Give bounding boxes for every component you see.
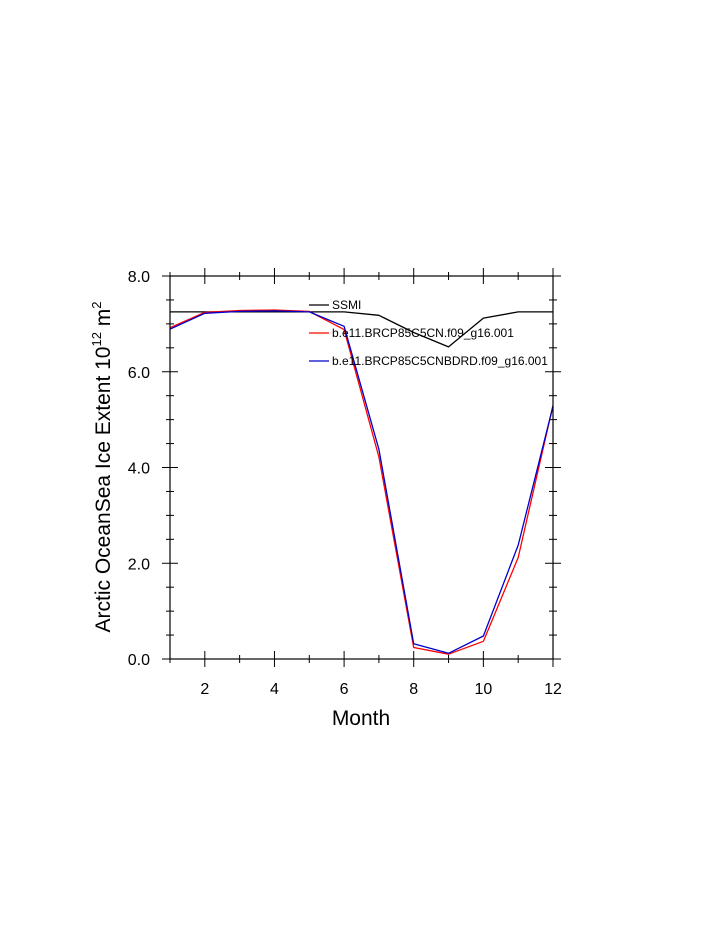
x-tick-label: 6	[340, 681, 349, 698]
legend-label-3: b.e11.BRCP85C5CNBDRD.f09_g16.001	[332, 354, 548, 368]
y-axis-title-exp1: 12	[89, 332, 104, 346]
y-axis-title: Arctic OceanSea Ice Extent 1012 m2	[89, 301, 115, 632]
y-axis-title-unit: m	[92, 309, 115, 332]
y-tick-label: 8.0	[128, 269, 150, 286]
legend-label-2: b.e11.BRCP85C5CN.f09_g16.001	[332, 326, 514, 340]
y-axis-title-exp2: 2	[89, 301, 104, 308]
legend: SSMI b.e11.BRCP85C5CN.f09_g16.001 b.e11.BR…	[309, 298, 548, 368]
series-line-2	[169, 309, 554, 655]
x-tick-label: 10	[474, 681, 492, 698]
y-tick-label: 0.0	[128, 652, 150, 669]
tick-labels: 2 4 6 8 10 12 0.0 2.0 4.0 6.0 8.0	[128, 269, 562, 698]
plot-frame	[169, 275, 554, 660]
y-tick-label: 6.0	[128, 365, 150, 382]
y-tick-label: 2.0	[128, 556, 150, 573]
x-axis-title: Month	[332, 707, 390, 730]
x-tick-label: 2	[200, 681, 209, 698]
x-tick-label: 8	[409, 681, 418, 698]
series-lines	[169, 309, 554, 655]
y-tick-label: 4.0	[128, 461, 150, 478]
x-tick-label: 12	[544, 681, 562, 698]
x-tick-label: 4	[270, 681, 279, 698]
series-line-3	[169, 310, 554, 654]
legend-label-1: SSMI	[332, 298, 361, 312]
y-axis-title-main: Arctic OceanSea Ice Extent 10	[92, 347, 115, 633]
